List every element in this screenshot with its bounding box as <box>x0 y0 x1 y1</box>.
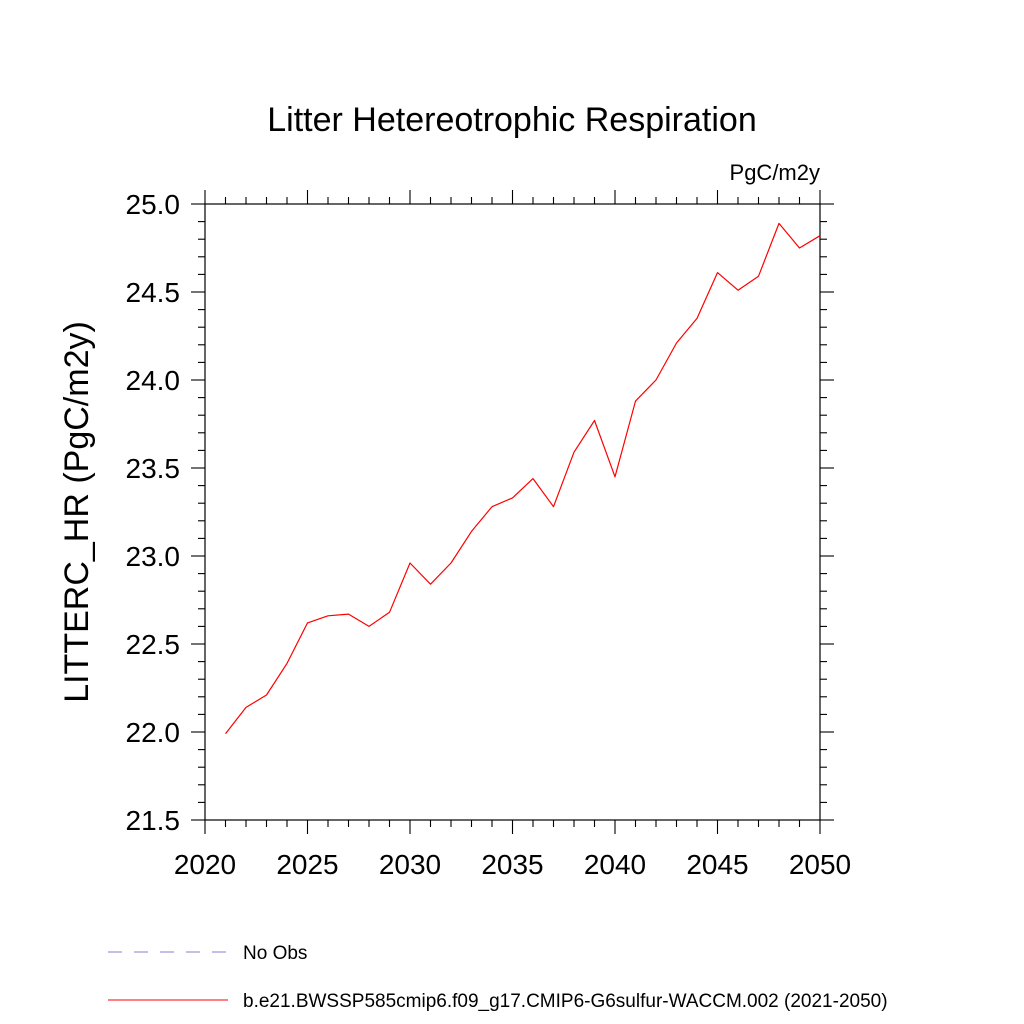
x-tick-label: 2030 <box>379 849 441 880</box>
legend-label: b.e21.BWSSP585cmip6.f09_g17.CMIP6-G6sulf… <box>243 991 888 1012</box>
x-tick-label: 2025 <box>276 849 338 880</box>
major-ticks <box>191 190 834 834</box>
units-label: PgC/m2y <box>730 160 820 185</box>
y-tick-label: 24.0 <box>126 365 181 396</box>
chart-title: Litter Hetereotrophic Respiration <box>267 101 756 139</box>
legend-label: No Obs <box>243 943 307 964</box>
y-tick-label: 25.0 <box>126 189 181 220</box>
x-tick-label: 2045 <box>686 849 748 880</box>
y-tick-label: 22.0 <box>126 717 181 748</box>
x-tick-label: 2040 <box>584 849 646 880</box>
legend: No Obs b.e21.BWSSP585cmip6.f09_g17.CMIP6-… <box>108 943 888 1012</box>
series-line-0 <box>225 222 821 735</box>
y-tick-label: 23.0 <box>126 541 181 572</box>
x-tick-label: 2020 <box>174 849 236 880</box>
y-tick-label: 23.5 <box>126 453 181 484</box>
x-tick-label: 2035 <box>481 849 543 880</box>
plot-frame <box>204 203 821 821</box>
y-tick-labels: 21.5 22.0 22.5 23.0 23.5 24.0 24.5 25.0 <box>126 189 181 836</box>
y-tick-label: 24.5 <box>126 277 181 308</box>
series-layer <box>225 222 821 735</box>
minor-ticks <box>198 197 827 827</box>
y-tick-label: 21.5 <box>126 805 181 836</box>
y-axis-label: LITTERC_HR (PgC/m2y) <box>58 321 96 703</box>
x-tick-label: 2050 <box>789 849 851 880</box>
x-tick-labels: 2020 2025 2030 2035 2040 2045 2050 <box>174 849 851 880</box>
y-tick-label: 22.5 <box>126 629 181 660</box>
